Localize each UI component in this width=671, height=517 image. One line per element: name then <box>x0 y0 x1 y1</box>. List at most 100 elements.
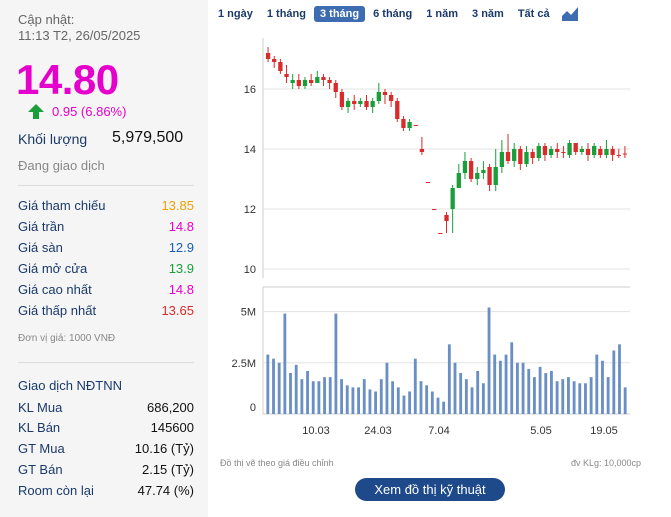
price-candle <box>272 56 277 68</box>
foreign-row-value: 686,200 <box>147 400 194 415</box>
price-candle <box>333 80 338 98</box>
unit-note: Đơn vị giá: 1000 VNĐ <box>18 333 116 344</box>
price-candle <box>315 71 320 83</box>
price-tick-label: 14 <box>244 144 256 156</box>
technical-chart-button[interactable]: Xem đồ thị kỹ thuật <box>355 478 505 501</box>
price-candle <box>462 152 468 179</box>
volume-bar <box>470 387 474 414</box>
price-candle <box>475 167 480 185</box>
foreign-row: GT Bán 2.15 (Tỷ) <box>18 462 194 477</box>
price-row-value: 13.9 <box>168 261 194 276</box>
price-row-ceiling: Giá trần 14.8 <box>18 219 194 234</box>
volume-tick-label: 5M <box>241 307 256 319</box>
price-candle <box>481 161 486 179</box>
volume-bar <box>481 383 485 414</box>
price-candle <box>432 209 437 210</box>
volume-bar <box>544 373 548 414</box>
volume-bar <box>498 360 502 414</box>
price-row-value: 13.65 <box>161 303 194 318</box>
volume-bar <box>504 354 508 414</box>
volume-unit-note: đv KLg: 10,000cp <box>570 458 641 468</box>
tab-all[interactable]: Tất cả <box>517 8 550 20</box>
price-row-open: Giá mở cửa 13.9 <box>18 261 194 276</box>
volume-bar <box>623 387 627 414</box>
price-candle <box>622 146 628 158</box>
volume-bar <box>351 387 355 414</box>
x-tick-label: 10.03 <box>302 425 330 437</box>
price-row-value: 14.8 <box>168 219 194 234</box>
price-candle <box>290 74 295 89</box>
price-change-value: 0.95 (6.86%) <box>52 104 127 119</box>
price-candle <box>512 143 517 167</box>
volume-bar <box>374 391 378 414</box>
price-candle <box>296 74 301 89</box>
volume-bar <box>277 362 281 414</box>
foreign-row: GT Mua 10.16 (Tỷ) <box>18 441 194 456</box>
price-row-label: Giá cao nhất <box>18 282 92 297</box>
foreign-row: KL Mua 686,200 <box>18 400 194 415</box>
price-candle <box>370 98 375 113</box>
price-candle <box>321 74 326 86</box>
foreign-row-value: 2.15 (Tỷ) <box>141 462 194 477</box>
price-candle <box>573 143 578 155</box>
x-tick-label: 19.05 <box>590 425 618 437</box>
volume-bar <box>362 379 366 414</box>
price-candle <box>364 95 369 110</box>
volume-bar <box>584 383 587 414</box>
volume-bar <box>476 370 480 414</box>
price-tick-label: 16 <box>244 84 256 96</box>
x-tick-label: 7.04 <box>428 425 449 437</box>
price-candle <box>468 158 474 182</box>
tab-3-months[interactable]: 3 tháng <box>313 6 366 22</box>
foreign-row: KL Bán 145600 <box>18 420 194 435</box>
volume-bar <box>402 395 406 414</box>
tab-6-months[interactable]: 6 tháng <box>373 8 413 20</box>
price-candle <box>561 146 566 158</box>
volume-bar <box>561 379 565 414</box>
volume-bar <box>515 362 519 414</box>
price-candle <box>450 185 455 233</box>
tab-1-month[interactable]: 1 tháng <box>266 8 306 20</box>
price-candle <box>548 146 554 158</box>
volume-bar <box>567 377 570 414</box>
volume-bar <box>464 379 468 414</box>
volume-bar <box>425 385 429 414</box>
volume-bar <box>436 397 440 414</box>
price-candle <box>592 143 597 158</box>
foreign-row-label: GT Bán <box>18 462 63 477</box>
price-row-high: Giá cao nhất 14.8 <box>18 282 194 297</box>
price-row-label: Giá sàn <box>18 240 63 255</box>
current-price: 14.80 <box>16 56 119 103</box>
foreign-row-value: 145600 <box>150 420 194 435</box>
volume-bar <box>323 377 326 414</box>
price-row-value: 14.8 <box>168 282 194 297</box>
price-candle <box>567 140 572 158</box>
volume-bar <box>447 344 451 414</box>
price-candle <box>327 77 332 89</box>
tab-1-year[interactable]: 1 năm <box>426 8 459 20</box>
price-candle <box>610 146 615 161</box>
volume-bar <box>532 377 536 414</box>
price-candle <box>278 59 283 74</box>
price-row-floor: Giá sàn 12.9 <box>18 240 194 255</box>
price-candle <box>339 89 345 110</box>
price-candle <box>284 65 289 83</box>
price-candle <box>345 98 351 113</box>
volume-bar <box>413 358 417 414</box>
tab-1-day[interactable]: 1 ngày <box>218 8 253 20</box>
volume-tick-label: 0 <box>250 402 256 414</box>
foreign-trading-title: Giao dịch NĐTNN <box>18 378 123 393</box>
price-candle <box>444 212 449 233</box>
trading-status: Đang giao dịch <box>18 158 105 173</box>
chart-icon[interactable] <box>561 7 578 21</box>
foreign-row-label: KL Mua <box>18 400 63 415</box>
price-candle <box>579 146 585 155</box>
price-candle <box>598 146 603 158</box>
price-candle <box>524 146 529 167</box>
volume-bar <box>311 381 315 414</box>
tab-3-years[interactable]: 3 năm <box>472 8 504 20</box>
volume-bar <box>419 381 423 414</box>
stock-info-panel: Cập nhật: 11:13 T2, 26/05/2025 14.80 0.9… <box>0 0 208 517</box>
price-candle <box>308 74 314 86</box>
volume-bar <box>618 344 621 414</box>
